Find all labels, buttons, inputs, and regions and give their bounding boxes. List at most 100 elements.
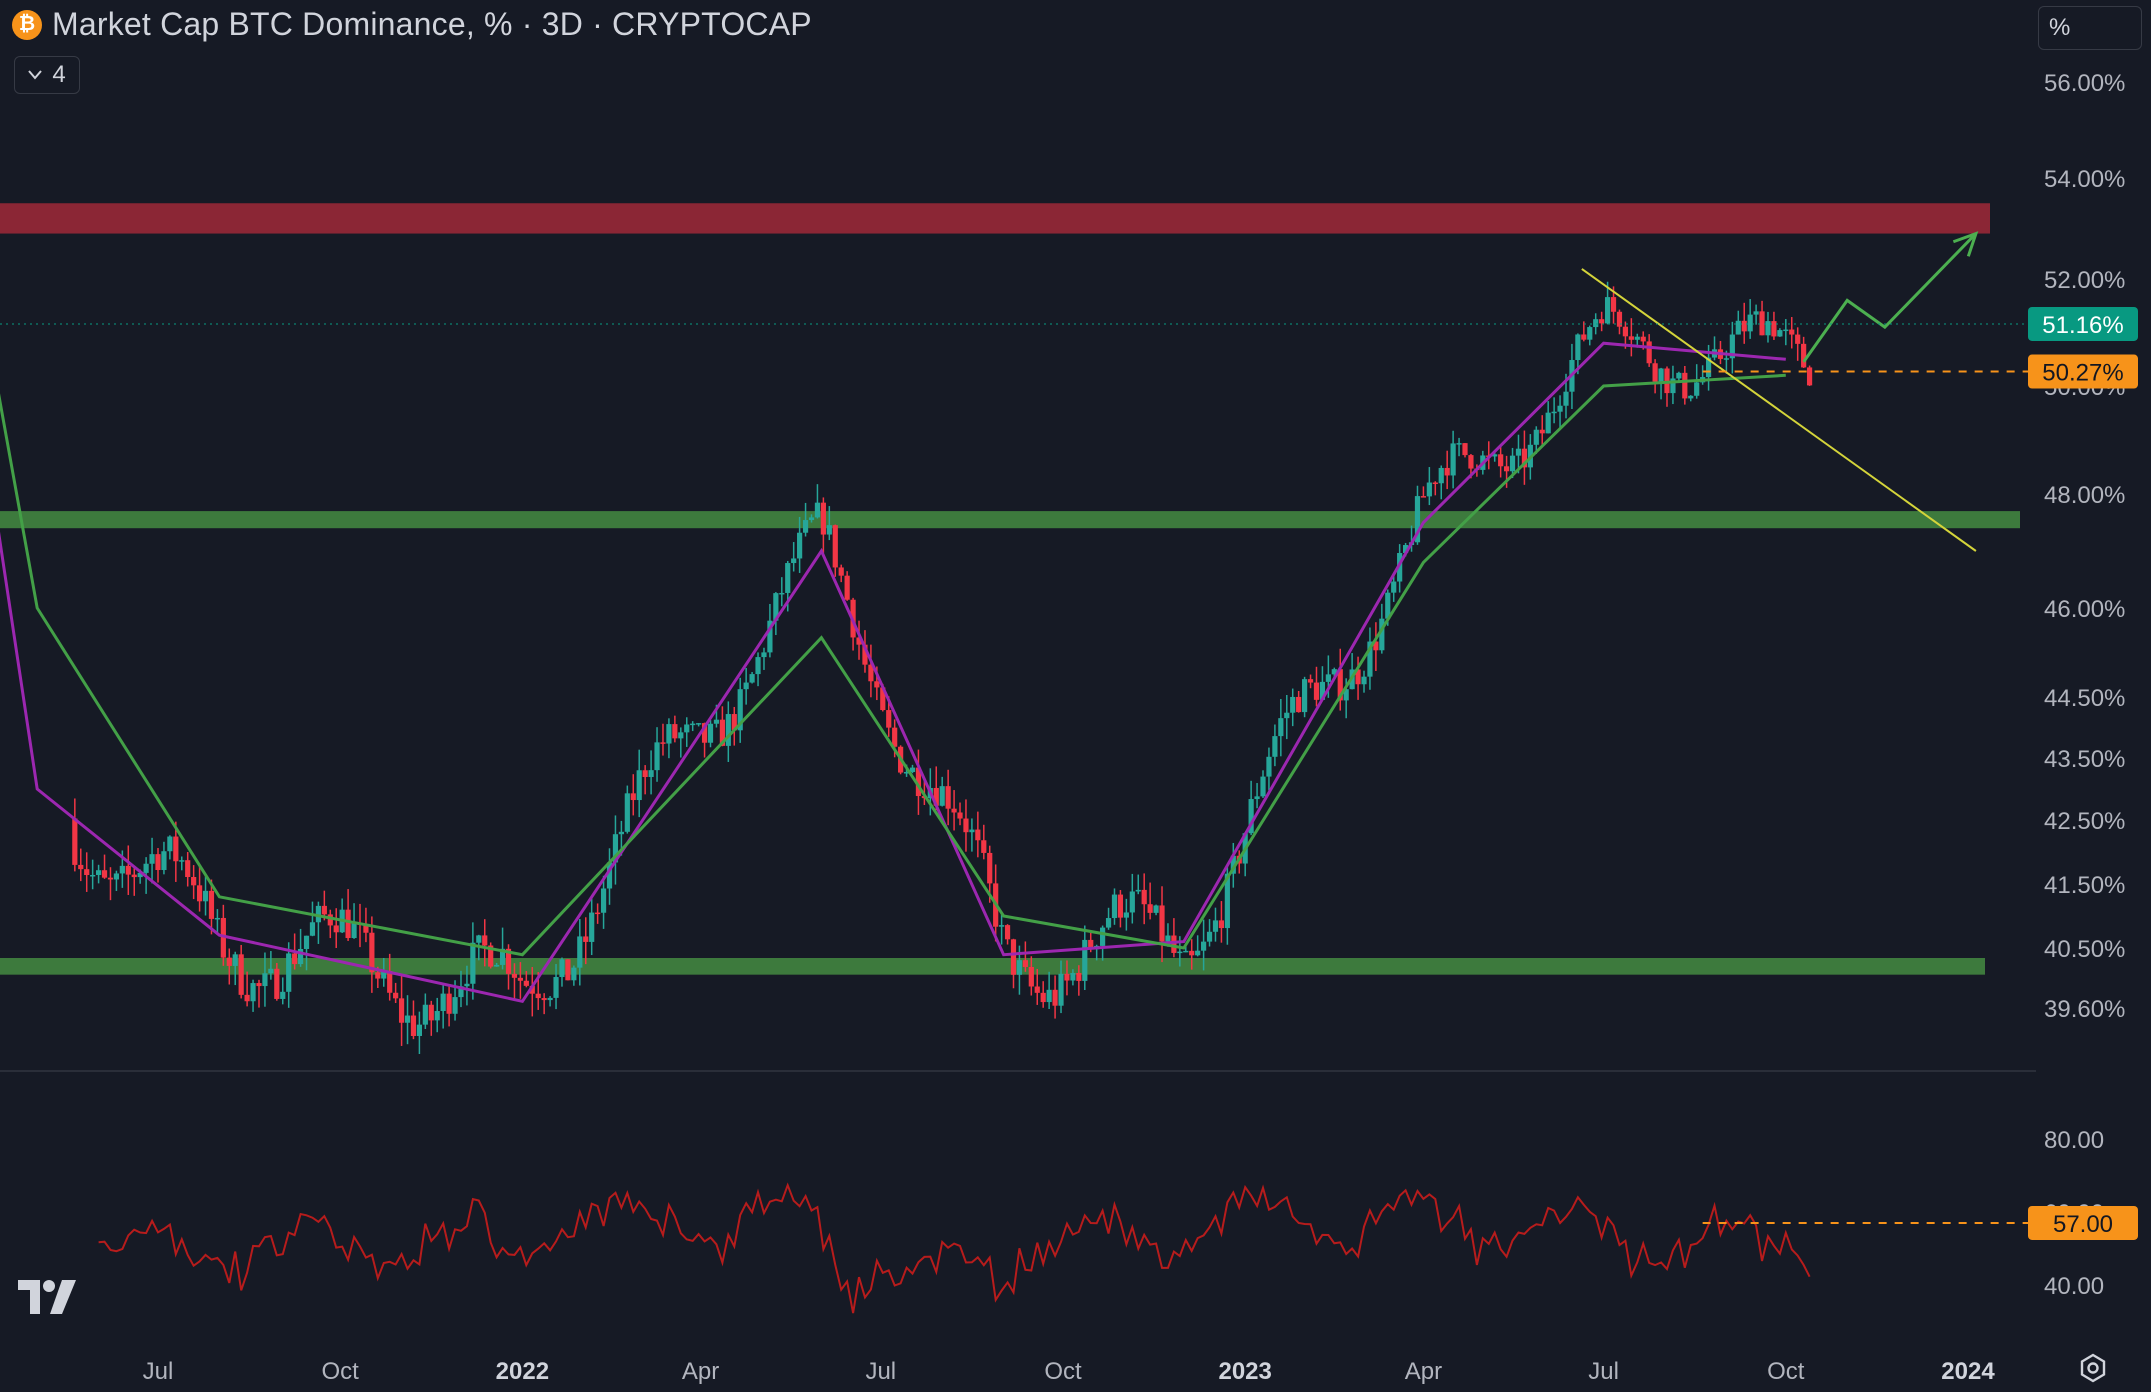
- price-axis-label: 52.00%: [2044, 267, 2125, 294]
- candle: [1783, 319, 1789, 346]
- candle: [416, 1011, 423, 1054]
- candle: [690, 721, 696, 732]
- candle: [1028, 956, 1034, 996]
- candle: [862, 630, 868, 673]
- time-axis-label: 2022: [496, 1358, 549, 1385]
- candle: [113, 870, 120, 891]
- oscillator-pane: [98, 1182, 2036, 1314]
- candle: [1046, 971, 1052, 1010]
- candle: [1307, 674, 1314, 689]
- price-axis-label: 54.00%: [2044, 166, 2125, 193]
- candle: [1652, 359, 1658, 394]
- indicators-toggle-button[interactable]: 4: [14, 56, 80, 94]
- candle: [274, 962, 280, 1001]
- candle: [1254, 783, 1260, 809]
- candle: [1456, 437, 1462, 457]
- candle: [969, 818, 975, 852]
- candle: [909, 764, 916, 774]
- resistance-zone: [0, 203, 1990, 234]
- candle: [749, 672, 755, 684]
- candle: [1159, 886, 1165, 963]
- support-zone: [0, 511, 2020, 529]
- last-price-badge: 51.16%: [2028, 306, 2138, 341]
- candle: [945, 769, 951, 826]
- candle: [868, 644, 874, 698]
- candle: [737, 677, 743, 743]
- candle: [327, 909, 333, 939]
- candle: [410, 1000, 417, 1040]
- time-axis: Jul Oct 2022 Apr Jul Oct 2023 Apr Jul Oct 2024: [143, 1358, 1996, 1385]
- candle: [1201, 919, 1207, 971]
- candle: [1111, 888, 1118, 925]
- candle: [1688, 395, 1694, 402]
- candle: [1189, 939, 1195, 970]
- candle: [1076, 965, 1082, 996]
- candle: [1171, 918, 1177, 958]
- candle: [125, 845, 131, 895]
- candle: [636, 749, 642, 818]
- candle: [820, 497, 826, 554]
- candle: [1153, 904, 1159, 916]
- candle: [155, 848, 161, 883]
- candle: [1604, 281, 1611, 325]
- price-badges: 51.16% 50.27% 57.00: [2028, 306, 2138, 1240]
- price-axis-label: 42.50%: [2044, 808, 2125, 835]
- candle: [1373, 622, 1379, 672]
- candle: [642, 765, 648, 795]
- candle: [101, 854, 108, 879]
- time-axis-label: Apr: [1405, 1358, 1442, 1385]
- candle: [696, 723, 702, 727]
- candle: [547, 996, 553, 1007]
- candle: [595, 903, 601, 924]
- candle: [179, 856, 185, 871]
- candle: [90, 859, 96, 890]
- candle: [915, 749, 922, 815]
- candle: [511, 963, 518, 1002]
- candle: [1646, 334, 1652, 367]
- candle: [72, 798, 78, 872]
- candle: [814, 484, 821, 519]
- candle: [1628, 318, 1634, 357]
- price-axis-label: 43.50%: [2044, 746, 2125, 773]
- candle: [1765, 311, 1771, 343]
- candle: [422, 993, 428, 1030]
- candle: [1123, 898, 1129, 931]
- price-unit-selector[interactable]: %: [2038, 6, 2142, 50]
- candle: [755, 652, 761, 687]
- candle: [672, 715, 678, 743]
- moving-average-line: [0, 373, 1786, 957]
- candle: [981, 824, 987, 860]
- candle: [1367, 627, 1373, 690]
- svg-text:57.00: 57.00: [2053, 1211, 2113, 1238]
- candle: [1082, 925, 1088, 991]
- ema-layer: [0, 341, 1786, 1003]
- candle: [297, 928, 304, 967]
- candle: [149, 837, 155, 884]
- candle: [951, 790, 957, 831]
- settings-gear-icon[interactable]: [2078, 1353, 2108, 1383]
- candle: [1117, 890, 1124, 928]
- candle: [1521, 430, 1528, 485]
- candle: [309, 901, 316, 937]
- candle: [369, 916, 375, 993]
- candle: [1438, 465, 1444, 500]
- candle: [1509, 447, 1516, 479]
- moving-average-line: [0, 341, 1786, 1003]
- candle: [1587, 325, 1593, 346]
- time-axis-label: Oct: [1044, 1358, 1082, 1385]
- candle: [1022, 941, 1028, 972]
- chevron-down-icon: [28, 70, 43, 80]
- candle: [660, 723, 666, 756]
- time-axis-label: Jul: [1588, 1358, 1619, 1385]
- chart-header: ₿ Market Cap BTC Dominance, % · 3D · CRY…: [12, 6, 812, 43]
- arrow-head: [1952, 231, 1979, 257]
- candle: [107, 867, 114, 901]
- candle: [589, 897, 595, 956]
- candle: [802, 502, 809, 537]
- candle: [1420, 486, 1427, 498]
- tradingview-logo-icon: [18, 1280, 76, 1314]
- price-axis-label: 40.50%: [2044, 936, 2125, 963]
- candle: [1593, 313, 1599, 335]
- candle: [684, 717, 690, 747]
